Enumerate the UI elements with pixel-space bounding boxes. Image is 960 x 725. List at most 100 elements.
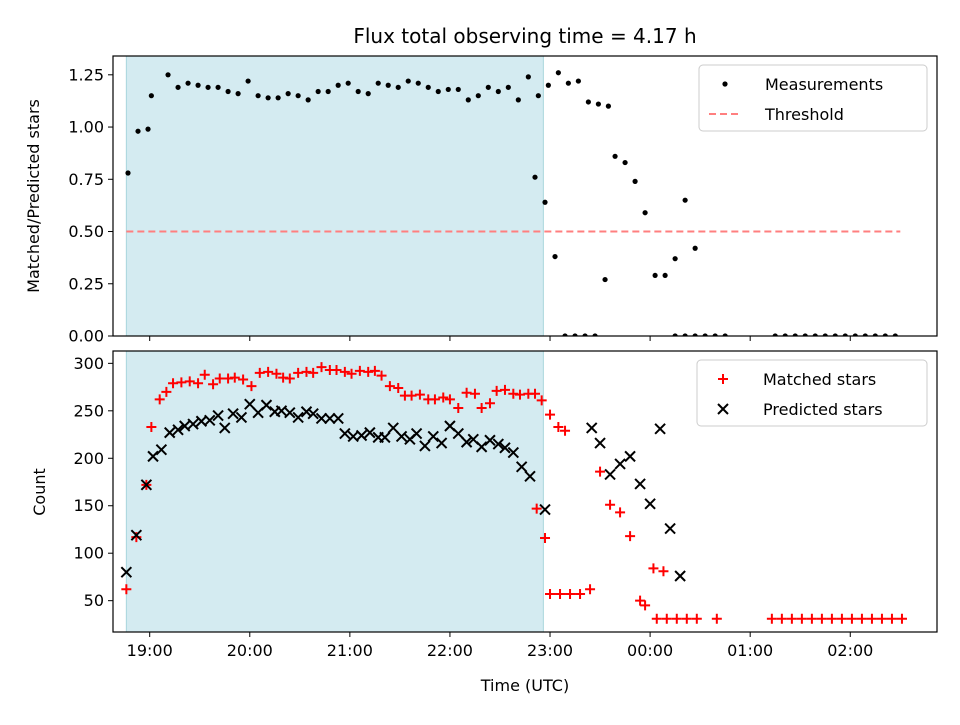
x-tick-label: 22:00 (427, 641, 473, 660)
measurement-point (305, 97, 311, 103)
matched-star-point (438, 392, 449, 403)
matched-star-point (876, 613, 887, 624)
measurement-point (495, 88, 501, 95)
measurement-point (562, 333, 568, 336)
predicted-star-point (324, 412, 336, 425)
matched-star-point (658, 566, 669, 577)
measurement-point (542, 199, 548, 205)
matched-star-point (354, 365, 365, 376)
y-tick-label: 50 (84, 591, 104, 610)
measurement-point (415, 80, 421, 86)
matched-star-point (896, 613, 907, 624)
measurement-point (485, 84, 491, 90)
measurement-point (552, 253, 558, 260)
measurement-point (225, 88, 231, 95)
matched-star-point (453, 402, 464, 413)
measurement-point (465, 97, 471, 103)
matched-star-point (154, 394, 165, 405)
matched-star-point (254, 367, 265, 378)
matched-star-point (681, 613, 692, 624)
predicted-star-point (219, 422, 231, 434)
predicted-star-point (379, 431, 391, 444)
matched-star-point (393, 383, 404, 394)
matched-star-point (331, 364, 342, 375)
matched-star-point (856, 613, 867, 624)
matched-star-point (531, 503, 542, 514)
matched-star-point (238, 374, 249, 385)
predicted-star-point (539, 503, 551, 516)
measurement-point (575, 78, 581, 84)
measurement-point (702, 333, 708, 336)
predicted-star-point (475, 441, 488, 453)
predicted-star-point (212, 409, 224, 422)
predicted-star-point (275, 405, 288, 417)
predicted-star-point (300, 406, 313, 418)
predicted-star-point (179, 420, 191, 432)
predicted-star-point (284, 406, 296, 419)
predicted-star-point (120, 566, 133, 578)
legend-marker-matched (718, 374, 728, 384)
measurement-point (385, 82, 391, 88)
matched-star-point (406, 390, 417, 401)
y-tick-label: 0.50 (68, 222, 104, 241)
matched-star-point (846, 613, 857, 624)
predicted-star-point (155, 444, 168, 456)
x-tick-label: 21:00 (327, 641, 373, 660)
matched-star-point (635, 595, 646, 606)
measurement-point (632, 178, 638, 184)
matched-star-point (691, 613, 702, 624)
predicted-star-point (427, 430, 439, 443)
measurement-point (345, 80, 351, 86)
matched-star-point (229, 372, 240, 383)
measurement-point (175, 84, 181, 90)
predicted-star-point (674, 570, 686, 582)
matched-star-point (246, 381, 257, 392)
measurement-point (592, 333, 598, 336)
predicted-star-point (460, 436, 473, 448)
predicted-star-point (172, 424, 184, 436)
measurement-point (145, 126, 151, 132)
matched-star-point (806, 613, 817, 624)
predicted-star-point (339, 427, 351, 440)
predicted-star-point (410, 427, 423, 440)
measurement-point (602, 276, 608, 283)
measurement-point (892, 333, 898, 336)
x-tick-label: 20:00 (227, 641, 273, 660)
x-axis-label: Time (UTC) (480, 676, 569, 695)
y-tick-label: 0.00 (68, 327, 104, 346)
x-tick-label: 00:00 (627, 641, 673, 660)
matched-star-point (121, 584, 132, 595)
predicted-star-point (227, 407, 239, 420)
matched-star-point (184, 376, 195, 387)
matched-star-point (625, 531, 636, 542)
matched-star-point (540, 533, 551, 544)
measurement-point (475, 93, 481, 99)
predicted-star-point (644, 498, 656, 510)
matched-star-point (615, 507, 626, 518)
measurement-point (405, 78, 411, 84)
matched-star-point (469, 388, 480, 399)
measurement-point (375, 80, 381, 86)
matched-star-point (444, 394, 455, 405)
predicted-star-point (260, 399, 273, 411)
y-tick-label: 1.25 (68, 65, 104, 84)
measurement-point (195, 82, 201, 88)
matched-star-point (346, 368, 357, 379)
measurement-point (245, 78, 251, 84)
matched-star-point (146, 421, 157, 432)
measurement-point (455, 86, 461, 93)
matched-star-point (671, 613, 682, 624)
predicted-star-point (355, 429, 368, 442)
measurement-point (215, 84, 221, 90)
matched-star-point (836, 613, 847, 624)
predicted-star-point (507, 446, 520, 459)
matched-star-point (293, 367, 304, 378)
y-tick-label: 100 (73, 544, 104, 563)
matched-star-point (560, 425, 571, 436)
predicted-star-point (140, 479, 153, 491)
measurement-point (595, 101, 601, 107)
measurement-point (672, 333, 678, 336)
matched-star-point (545, 409, 556, 420)
matched-star-point (816, 613, 827, 624)
predicted-star-point (244, 398, 256, 410)
